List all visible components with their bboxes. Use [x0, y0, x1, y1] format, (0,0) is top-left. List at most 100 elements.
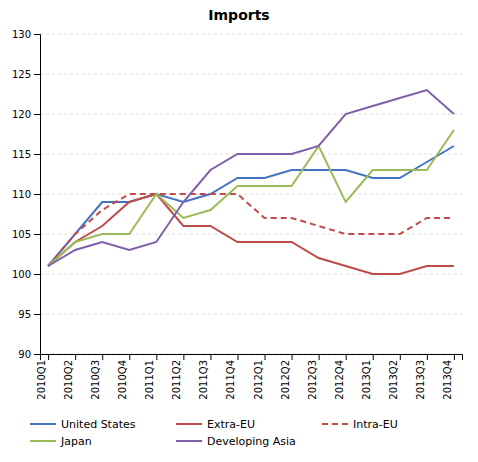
x-tick-label: 2011Q1: [144, 360, 155, 400]
x-tick-label: 2010Q3: [90, 360, 101, 400]
y-tick-mark: [34, 354, 40, 355]
x-tick-label: 2011Q2: [171, 360, 182, 400]
grid-line: [40, 114, 462, 115]
y-tick-mark: [34, 274, 40, 275]
x-tick-mark: [75, 354, 76, 360]
x-tick: 2012Q4: [334, 354, 347, 400]
x-axis-line: [41, 355, 463, 361]
y-tick-label: 90: [18, 349, 31, 360]
x-tick-mark: [265, 354, 266, 360]
legend-label: Extra-EU: [207, 418, 255, 431]
y-tick-label: 120: [12, 109, 31, 120]
legend-swatch: [30, 423, 56, 425]
series-line: [48, 130, 454, 266]
grid-line: [40, 74, 462, 75]
legend-swatch: [176, 440, 202, 442]
y-tick: 105: [12, 229, 40, 240]
legend-swatch: [30, 440, 56, 442]
x-tick-mark: [292, 354, 293, 360]
legend: United States Extra-EU Intra-EU Japan Develo…: [30, 418, 398, 448]
x-tick-mark: [102, 354, 103, 360]
x-tick-label: 2012Q4: [334, 360, 345, 400]
x-tick: 2011Q1: [144, 354, 157, 400]
legend-label: United States: [61, 418, 136, 431]
x-tick: 2012Q3: [307, 354, 320, 400]
x-tick-mark: [183, 354, 184, 360]
y-tick: 120: [12, 109, 40, 120]
y-tick-mark: [34, 154, 40, 155]
y-axis: 90 95 100 105 110 115 120 125 130: [12, 29, 41, 360]
chart: Imports90951001051101151201251302010Q120…: [0, 0, 478, 462]
x-tick-label: 2011Q4: [225, 360, 236, 400]
legend-item: Intra-EU: [322, 418, 398, 431]
y-tick-mark: [34, 314, 40, 315]
x-tick-label: 2012Q2: [280, 360, 291, 400]
series-line: [48, 194, 454, 266]
x-tick-label: 2013Q4: [442, 360, 453, 400]
legend-swatch: [322, 423, 348, 425]
y-tick: 110: [12, 189, 40, 200]
y-tick-label: 95: [18, 309, 31, 320]
y-tick-label: 105: [12, 229, 31, 240]
x-tick: 2010Q4: [117, 354, 129, 400]
x-axis: 2010Q1 2010Q2 2010Q3 2010Q4 2011Q1 2011Q2 2011…: [36, 354, 462, 400]
legend-label: Japan: [60, 435, 92, 448]
grid-line: [40, 194, 462, 195]
grid-line: [40, 34, 462, 35]
x-tick-label: 2010Q4: [117, 360, 128, 400]
x-tick-mark: [319, 354, 320, 360]
x-tick: 2011Q4: [225, 354, 238, 400]
y-tick: 90: [18, 349, 40, 360]
x-tick: 2013Q3: [415, 354, 428, 400]
x-tick: 2010Q2: [63, 354, 76, 400]
legend-item: Developing Asia: [176, 435, 296, 448]
title: Imports: [208, 7, 269, 23]
legend-swatch: [176, 423, 202, 425]
x-tick-label: 2011Q3: [198, 360, 209, 400]
x-tick: 2010Q3: [90, 354, 103, 400]
x-tick: 2010Q1: [36, 354, 49, 400]
x-tick-mark: [210, 354, 211, 360]
legend-item: Japan: [30, 435, 92, 448]
x-tick-mark: [400, 354, 401, 360]
y-tick-mark: [34, 114, 40, 115]
y-tick-mark: [34, 194, 40, 195]
y-tick-mark: [34, 234, 40, 235]
x-tick-mark: [48, 354, 49, 360]
y-tick-label: 125: [12, 69, 31, 80]
y-axis-line: [34, 35, 41, 355]
x-tick: 2012Q1: [253, 354, 266, 400]
grid: [40, 34, 462, 354]
x-tick: 2013Q4: [442, 354, 455, 400]
x-tick: 2012Q2: [280, 354, 293, 400]
y-tick-label: 100: [12, 269, 31, 280]
legend-item: United States: [30, 418, 136, 431]
y-tick: 130: [12, 29, 40, 40]
y-tick-label: 115: [12, 149, 31, 160]
legend-item: Extra-EU: [176, 418, 255, 431]
x-tick-mark: [373, 354, 374, 360]
legend-label: Developing Asia: [207, 435, 296, 448]
y-tick: 115: [12, 149, 40, 160]
x-tick-mark: [454, 354, 455, 360]
x-tick: 2013Q1: [361, 354, 374, 400]
y-tick: 100: [12, 269, 40, 280]
y-tick: 125: [12, 69, 40, 80]
series-line: [48, 90, 454, 266]
x-tick-label: 2010Q1: [36, 360, 47, 400]
y-tick-mark: [34, 74, 40, 75]
y-tick-mark: [34, 34, 40, 35]
x-tick-mark: [427, 354, 428, 360]
x-tick-label: 2012Q1: [253, 360, 264, 400]
y-tick-label: 110: [12, 189, 31, 200]
x-tick-mark: [237, 354, 238, 360]
x-tick-label: 2012Q3: [307, 360, 318, 400]
x-tick-label: 2010Q2: [63, 360, 74, 400]
x-tick-mark: [156, 354, 157, 360]
legend-label: Intra-EU: [353, 418, 398, 431]
plot: 90951001051101151201251302010Q12010Q2201…: [12, 29, 463, 400]
x-tick-label: 2013Q3: [415, 360, 426, 400]
lines: [48, 90, 454, 274]
y-tick-label: 130: [12, 29, 31, 40]
x-tick: 2013Q2: [388, 354, 401, 400]
